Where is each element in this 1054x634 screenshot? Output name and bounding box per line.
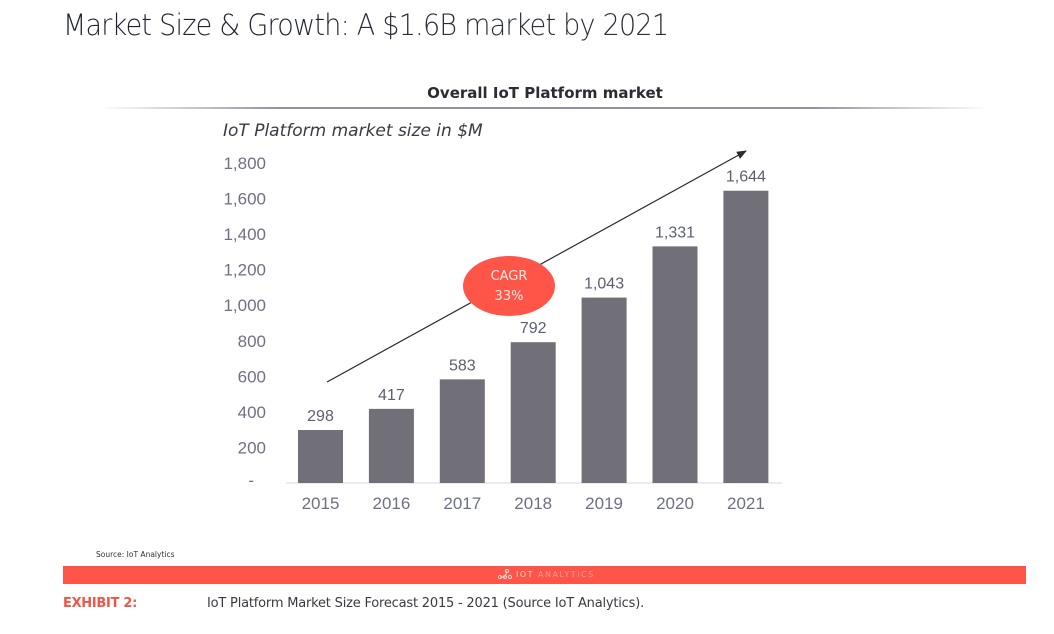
bar-2019 xyxy=(581,297,627,483)
x-tick-label: 2016 xyxy=(372,494,410,513)
y-tick-label: 1,000 xyxy=(223,296,266,315)
data-label-2020: 1,331 xyxy=(655,224,695,241)
cagr-badge-value: 33% xyxy=(495,289,524,304)
footer-logo-text-faint: ANALYTICS xyxy=(538,570,595,579)
bar-2021 xyxy=(723,190,769,483)
bar-2018 xyxy=(510,342,556,483)
x-tick-label: 2021 xyxy=(727,494,765,513)
y-tick-label: 1,200 xyxy=(223,261,266,280)
cagr-badge-shape xyxy=(463,256,555,316)
x-tick-label: 2018 xyxy=(514,494,552,513)
page-title-bold: Market Size & Growth: xyxy=(63,8,350,42)
page-title-subtitle: A $1.6B market by 2021 xyxy=(348,8,669,42)
x-tick-label: 2020 xyxy=(656,494,694,513)
y-tick-label: 400 xyxy=(238,403,266,422)
exhibit-label: EXHIBIT 2: xyxy=(63,596,138,611)
y-tick-label: 1,600 xyxy=(223,190,266,209)
exhibit-caption: IoT Platform Market Size Forecast 2015 -… xyxy=(207,596,645,611)
footer-logo-text: IOT xyxy=(516,570,535,579)
x-tick-label: 2015 xyxy=(302,494,340,513)
bar-2017 xyxy=(439,379,485,483)
y-tick-label: 600 xyxy=(238,367,266,386)
cagr-badge: CAGR 33% xyxy=(463,256,555,316)
y-tick-label: 800 xyxy=(238,332,266,351)
bar-chart: - 200 400 600 800 1,000 1,200 1,400 1,600 1,800 2… xyxy=(223,150,782,513)
y-axis: - 200 400 600 800 1,000 1,200 1,400 1,600 1,800 xyxy=(223,154,266,490)
x-tick-label: 2017 xyxy=(443,494,481,513)
footer-banner xyxy=(63,566,1026,584)
bar-2020 xyxy=(652,246,698,483)
y-axis-label: IoT Platform market size in $M xyxy=(223,121,483,141)
bar-2015 xyxy=(298,430,343,483)
bar-2016 xyxy=(368,408,414,483)
cagr-badge-label: CAGR xyxy=(491,269,528,284)
data-label-2019: 1,043 xyxy=(584,276,624,293)
chart-title: Overall IoT Platform market xyxy=(427,84,663,102)
y-tick-label: 1,800 xyxy=(223,154,266,173)
x-axis: 2015 2016 2017 2018 2019 2020 2021 xyxy=(302,494,765,513)
data-label-2017: 583 xyxy=(449,357,476,374)
bars: 298 417 583 792 1,043 1,331 1,644 xyxy=(298,169,769,483)
data-label-2018: 792 xyxy=(520,320,547,337)
x-tick-label: 2019 xyxy=(585,494,623,513)
footer-logo: IOT ANALYTICS xyxy=(498,569,595,580)
chart-title-divider xyxy=(100,107,990,109)
network-icon xyxy=(498,569,512,580)
data-label-2016: 417 xyxy=(378,387,405,404)
page-title: Market Size & Growth: A $1.6B market by … xyxy=(63,8,669,42)
data-label-2021: 1,644 xyxy=(726,169,766,186)
source-note: Source: IoT Analytics xyxy=(96,550,175,559)
y-tick-label: 1,400 xyxy=(223,225,266,244)
y-tick-label: - xyxy=(248,471,254,490)
y-tick-label: 200 xyxy=(238,438,266,457)
data-label-2015: 298 xyxy=(307,408,334,425)
